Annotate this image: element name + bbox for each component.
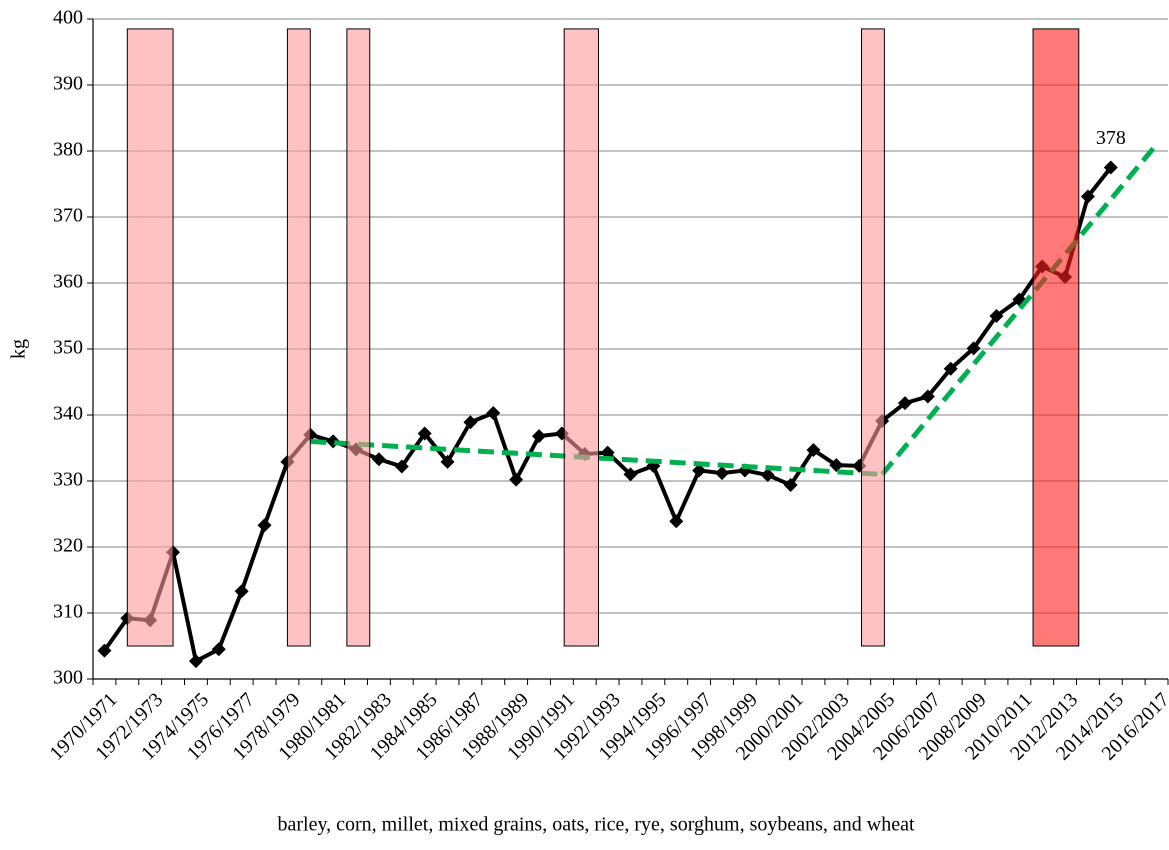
data-point — [257, 518, 272, 533]
data-point — [806, 442, 821, 457]
y-tick-label: 360 — [53, 271, 83, 293]
data-point — [211, 642, 226, 657]
highlight-band — [286, 28, 311, 647]
data-point — [989, 309, 1004, 323]
data-point — [692, 463, 707, 478]
y-tick-label: 310 — [53, 601, 83, 623]
highlight-band — [1032, 28, 1080, 647]
data-point — [920, 389, 935, 404]
data-point — [1080, 189, 1095, 204]
data-point — [440, 454, 455, 469]
data-point — [463, 415, 478, 430]
data-point — [371, 452, 386, 467]
y-tick-label: 350 — [53, 337, 83, 359]
data-point — [509, 472, 524, 487]
data-line — [102, 166, 1113, 664]
data-point — [829, 458, 844, 473]
data-point — [394, 459, 409, 474]
highlight-band — [563, 28, 599, 647]
data-point — [943, 361, 958, 376]
y-tick-label: 370 — [53, 205, 83, 227]
data-point — [760, 468, 775, 483]
highlight-band — [861, 28, 885, 647]
y-tick-label: 330 — [53, 469, 83, 491]
data-point — [1012, 292, 1027, 307]
data-label: 378 — [1096, 127, 1126, 149]
data-point — [669, 514, 684, 529]
data-point — [486, 406, 501, 421]
highlight-band — [126, 28, 174, 647]
data-point — [188, 654, 203, 669]
data-point — [234, 584, 249, 599]
data-point — [966, 341, 981, 356]
data-point — [714, 466, 729, 481]
data-point — [897, 396, 912, 411]
data-point — [532, 429, 547, 444]
data-point — [1103, 160, 1118, 175]
y-tick-label: 380 — [53, 139, 83, 161]
y-tick-label: 340 — [53, 403, 83, 425]
y-axis-title: kg — [8, 339, 30, 359]
trend-line — [880, 142, 1159, 476]
y-tick-label: 400 — [53, 7, 83, 29]
x-axis-title: barley, corn, millet, mixed grains, oats… — [277, 814, 914, 836]
y-tick-label: 320 — [53, 535, 83, 557]
data-point — [97, 643, 112, 658]
data-point — [417, 426, 432, 441]
data-point — [623, 467, 638, 482]
y-tick-label: 390 — [53, 73, 83, 95]
y-tick-label: 300 — [53, 667, 83, 689]
data-point — [783, 477, 798, 492]
highlight-band — [346, 28, 371, 647]
